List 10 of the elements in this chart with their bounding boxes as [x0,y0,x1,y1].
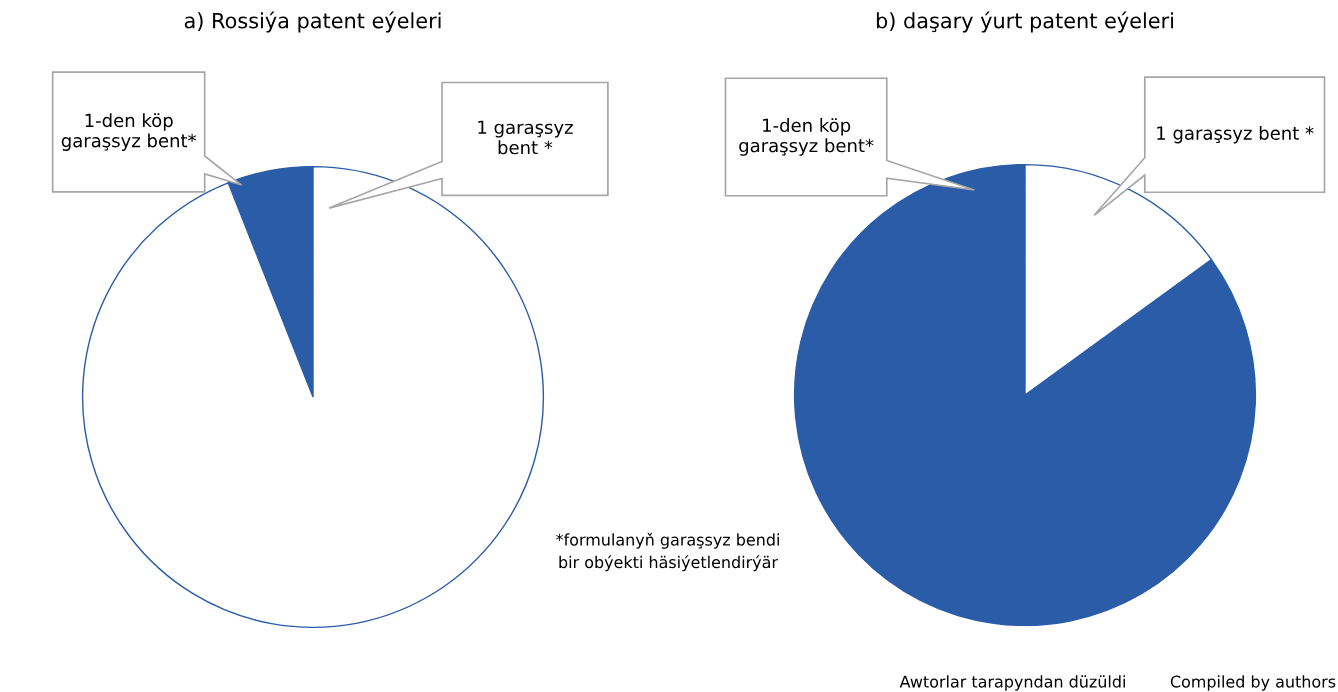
slice-label: 1 garaşsyz bent * [478,120,573,155]
text: Awtorlar tarapyndan düzüldi [899,675,1125,691]
slice-label: 1-den köp garaşsyz bent* [61,113,197,151]
pie-slice [793,163,1257,627]
chart-title: a) Rossiýa patent eýeleri [184,11,441,33]
slice-label: 1 garaşsyz bent * [1157,125,1314,144]
text: *formulanyň garaşsyz bendi bir obýekti häsiýetlendirýär [556,532,779,572]
slice-label: 1-den köp garaşsyz bent* [739,118,874,156]
chart-title: b) daşary ýurt patent eýeleri [876,11,1173,33]
text: Compiled by authors [1170,675,1336,691]
